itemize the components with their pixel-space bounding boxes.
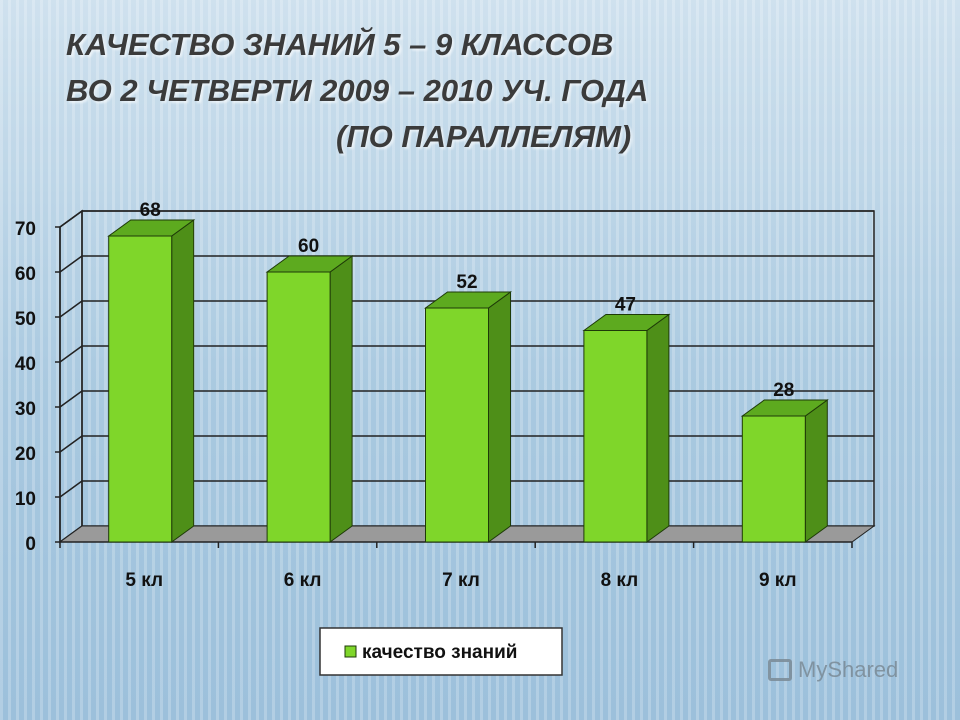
title-line-2: ВО 2 ЧЕТВЕРТИ 2009 – 2010 УЧ. ГОДА	[66, 73, 649, 108]
plot-side-wall	[59, 209, 83, 544]
x-tick-label: 6 кл	[284, 570, 322, 591]
gridline-side	[59, 435, 83, 453]
bar	[108, 235, 173, 543]
title-line-1: КАЧЕСТВО ЗНАНИЙ 5 – 9 КЛАССОВ	[66, 27, 614, 62]
legend-label: качество знаний	[362, 642, 517, 663]
data-label: 28	[773, 380, 794, 401]
gridline-side	[59, 345, 83, 363]
data-label: 60	[298, 236, 319, 257]
slide-title: КАЧЕСТВО ЗНАНИЙ 5 – 9 КЛАССОВ ВО 2 ЧЕТВЕ…	[66, 22, 648, 160]
bar	[266, 271, 331, 543]
bar-side	[488, 291, 511, 543]
gridline-side	[59, 255, 83, 273]
y-tick-label: 70	[15, 219, 36, 240]
bar-side	[804, 399, 828, 543]
y-tick-label: 30	[15, 399, 36, 420]
bar-side	[171, 219, 195, 543]
x-tick-label: 7 кл	[442, 570, 480, 591]
y-tick-label: 0	[25, 534, 36, 555]
watermark-text: MyShared	[798, 657, 899, 682]
watermark-logo-icon	[768, 659, 792, 681]
gridline-side	[59, 210, 83, 228]
y-tick-label: 60	[15, 264, 36, 285]
watermark: MyShared	[768, 657, 898, 683]
bar	[583, 330, 648, 543]
y-tick-label: 20	[15, 444, 36, 465]
gridline-side	[59, 390, 83, 408]
legend-swatch	[344, 645, 357, 658]
y-tick-label: 10	[15, 489, 36, 510]
y-tick-label: 50	[15, 309, 36, 330]
x-tick-label: 8 кл	[601, 570, 639, 591]
bar-side	[329, 255, 353, 543]
bar	[425, 307, 489, 543]
data-label: 47	[615, 295, 636, 316]
bar	[741, 415, 806, 543]
y-tick-label: 40	[15, 354, 36, 375]
gridline-side	[59, 300, 83, 318]
x-tick-label: 9 кл	[759, 570, 797, 591]
legend	[319, 627, 563, 676]
x-tick-label: 5 кл	[125, 570, 163, 591]
bar-side	[646, 313, 670, 543]
data-label: 52	[456, 272, 477, 293]
title-line-3: (ПО ПАРАЛЛЕЛЯМ)	[336, 119, 632, 154]
gridline-side	[59, 480, 83, 498]
data-label: 68	[140, 200, 161, 221]
